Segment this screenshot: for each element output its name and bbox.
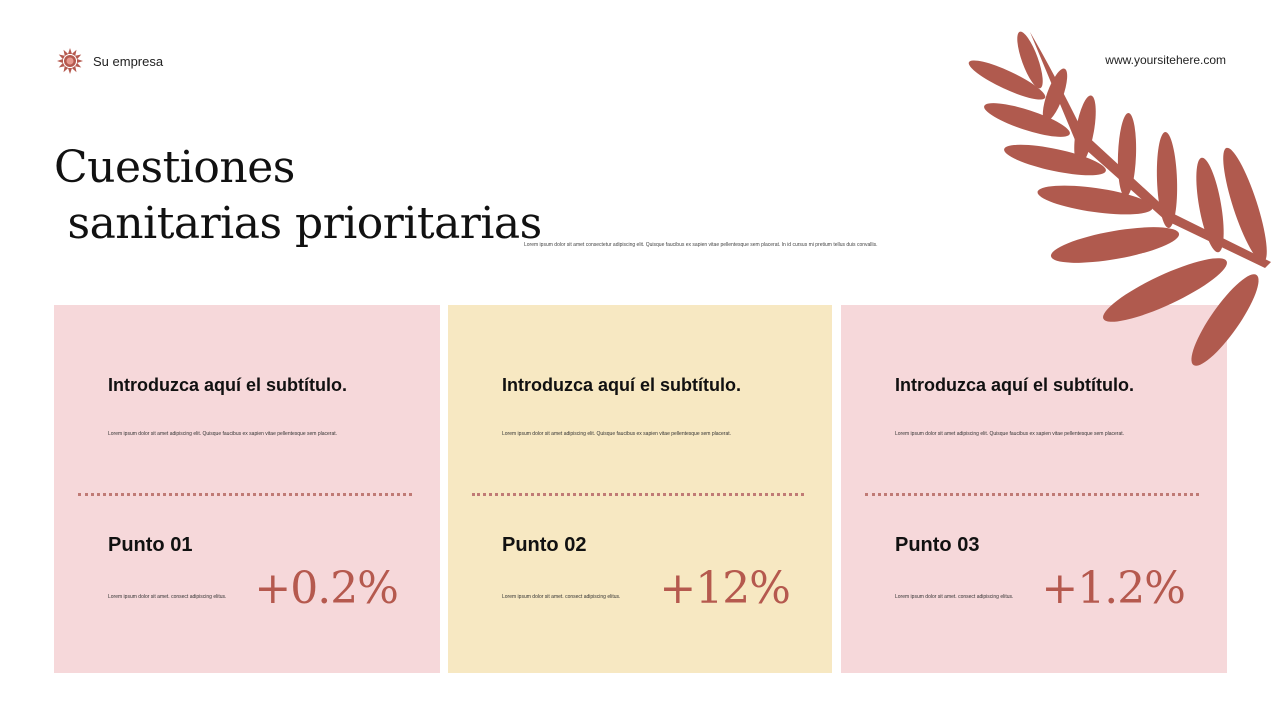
card-description: Lorem ipsum dolor sit amet adipiscing el… bbox=[502, 431, 732, 437]
card-description: Lorem ipsum dolor sit amet adipiscing el… bbox=[895, 431, 1125, 437]
brand: Su empresa bbox=[57, 48, 163, 74]
page-title: Cuestiones sanitarias prioritarias bbox=[54, 140, 542, 252]
card-point-label: Punto 03 bbox=[895, 534, 980, 556]
leaf-branch-icon bbox=[968, 31, 1271, 366]
dotted-divider bbox=[865, 493, 1199, 496]
card-point-label: Punto 02 bbox=[502, 534, 587, 556]
dotted-divider bbox=[472, 493, 804, 496]
card-subtitle: Introduzca aquí el subtítulo. bbox=[502, 375, 742, 395]
card-point-description: Lorem ipsum dolor sit amet. consect adip… bbox=[895, 594, 1014, 600]
company-name: Su empresa bbox=[93, 53, 164, 69]
card-value: +12% bbox=[659, 563, 791, 614]
card-3: Introduzca aquí el subtítulo. Lorem ipsu… bbox=[841, 305, 1227, 673]
lead-text: Lorem ipsum dolor sit amet consectetur a… bbox=[524, 242, 878, 248]
card-point-label: Punto 01 bbox=[108, 534, 193, 556]
card-value: +1.2% bbox=[1041, 563, 1186, 614]
card-subtitle: Introduzca aquí el subtítulo. bbox=[895, 375, 1135, 395]
card-point-description: Lorem ipsum dolor sit amet. consect adip… bbox=[108, 594, 227, 600]
card-subtitle: Introduzca aquí el subtítulo. bbox=[108, 375, 348, 395]
card-value: +0.2% bbox=[254, 563, 399, 614]
title-line-2: sanitarias prioritarias bbox=[54, 198, 542, 249]
dotted-divider bbox=[78, 493, 412, 496]
title-line-1: Cuestiones bbox=[54, 142, 295, 193]
website-url: www.yoursitehere.com bbox=[1105, 53, 1226, 67]
sun-logo-icon bbox=[57, 48, 83, 74]
card-description: Lorem ipsum dolor sit amet adipiscing el… bbox=[108, 431, 338, 437]
card-point-description: Lorem ipsum dolor sit amet. consect adip… bbox=[502, 594, 621, 600]
card-2: Introduzca aquí el subtítulo. Lorem ipsu… bbox=[448, 305, 832, 673]
card-1: Introduzca aquí el subtítulo. Lorem ipsu… bbox=[54, 305, 440, 673]
